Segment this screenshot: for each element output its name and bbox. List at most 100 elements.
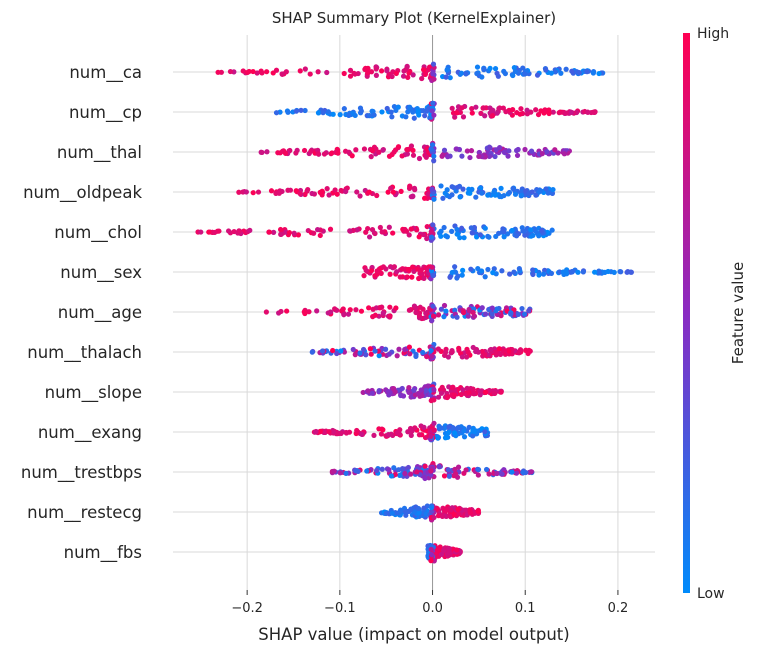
- shap-point: [522, 311, 528, 317]
- shap-point: [428, 558, 434, 564]
- feature-label: num__cp: [69, 103, 142, 123]
- shap-point: [406, 389, 412, 395]
- shap-point: [395, 104, 401, 110]
- shap-point: [428, 347, 434, 354]
- shap-point: [332, 187, 338, 193]
- shap-point: [429, 108, 435, 114]
- shap-point: [458, 70, 465, 76]
- shap-point: [501, 149, 507, 155]
- shap-point: [363, 352, 369, 358]
- shap-point: [404, 274, 410, 280]
- shap-point: [206, 229, 212, 235]
- feature-label: num__exang: [38, 423, 142, 443]
- shap-point: [390, 230, 396, 236]
- shap-point: [320, 110, 326, 116]
- shap-point: [421, 275, 427, 281]
- shap-point: [455, 506, 461, 512]
- shap-point: [429, 317, 435, 324]
- shap-point: [330, 111, 336, 117]
- shap-point: [428, 546, 434, 553]
- shap-point: [430, 272, 436, 279]
- shap-point: [345, 311, 352, 317]
- shap-point: [389, 510, 395, 516]
- shap-point: [493, 308, 499, 314]
- shap-point: [406, 384, 412, 391]
- shap-point: [389, 73, 395, 80]
- shap-point: [518, 192, 525, 199]
- shap-point: [347, 73, 354, 79]
- shap-point: [500, 105, 506, 111]
- shap-point: [469, 230, 475, 236]
- shap-point: [423, 153, 429, 159]
- shap-point: [445, 467, 451, 473]
- shap-point: [327, 309, 334, 315]
- shap-point: [463, 507, 469, 514]
- shap-point: [429, 505, 435, 511]
- shap-point: [430, 303, 436, 309]
- shap-point: [511, 269, 517, 275]
- colorbar: [683, 33, 690, 593]
- shap-point: [544, 149, 550, 155]
- shap-point: [482, 274, 488, 280]
- x-axis-label: SHAP value (impact on model output): [258, 625, 569, 644]
- shap-point: [334, 191, 340, 197]
- shap-point: [357, 193, 363, 199]
- shap-point: [552, 147, 558, 153]
- shap-point: [524, 111, 530, 117]
- x-axis-ticks: −0.2 −0.1 0.0 0.1 0.2: [231, 590, 628, 616]
- shap-point: [455, 184, 461, 190]
- shap-point: [481, 67, 487, 73]
- shap-point: [466, 424, 472, 430]
- shap-point: [460, 186, 466, 192]
- shap-point: [446, 545, 452, 552]
- shap-point: [273, 67, 280, 73]
- shap-point: [568, 109, 574, 115]
- shap-point: [421, 195, 428, 201]
- shap-point: [374, 467, 380, 474]
- shap-point: [399, 153, 405, 159]
- shap-point: [317, 189, 323, 195]
- shap-point: [431, 397, 437, 403]
- shap-point: [444, 187, 450, 193]
- shap-point: [277, 226, 284, 233]
- shap-point: [569, 68, 575, 74]
- shap-point: [596, 268, 602, 274]
- shap-point: [371, 112, 377, 118]
- shap-point: [495, 73, 501, 79]
- shap-point: [413, 353, 419, 359]
- shap-point: [263, 309, 269, 315]
- shap-point: [503, 109, 509, 115]
- shap-point: [420, 231, 427, 238]
- shap-point: [347, 307, 353, 313]
- shap-point: [550, 186, 556, 193]
- shap-point: [429, 552, 435, 558]
- shap-point: [405, 109, 411, 115]
- shap-point: [491, 189, 497, 195]
- shap-point: [492, 66, 499, 72]
- shap-point: [534, 72, 541, 78]
- shap-point: [475, 472, 481, 478]
- shap-point: [403, 114, 409, 120]
- shap-point: [408, 432, 414, 438]
- shap-point: [337, 470, 343, 476]
- shap-point: [374, 192, 380, 199]
- shap-point: [498, 389, 504, 395]
- shap-point: [540, 271, 547, 277]
- shap-point: [461, 434, 468, 440]
- shap-point: [592, 109, 598, 115]
- shap-point: [446, 473, 452, 479]
- shap-point: [410, 264, 416, 270]
- shap-point: [250, 68, 256, 75]
- shap-point: [449, 349, 455, 355]
- shap-point: [341, 70, 347, 77]
- shap-point: [482, 389, 489, 395]
- shap-point: [485, 266, 491, 273]
- shap-point: [380, 147, 386, 153]
- shap-point: [434, 506, 440, 512]
- shap-point: [453, 146, 459, 152]
- shap-point: [352, 71, 358, 77]
- shap-point: [494, 110, 500, 116]
- shap-point: [396, 467, 402, 473]
- shap-points: [195, 61, 634, 564]
- shap-point: [454, 226, 460, 233]
